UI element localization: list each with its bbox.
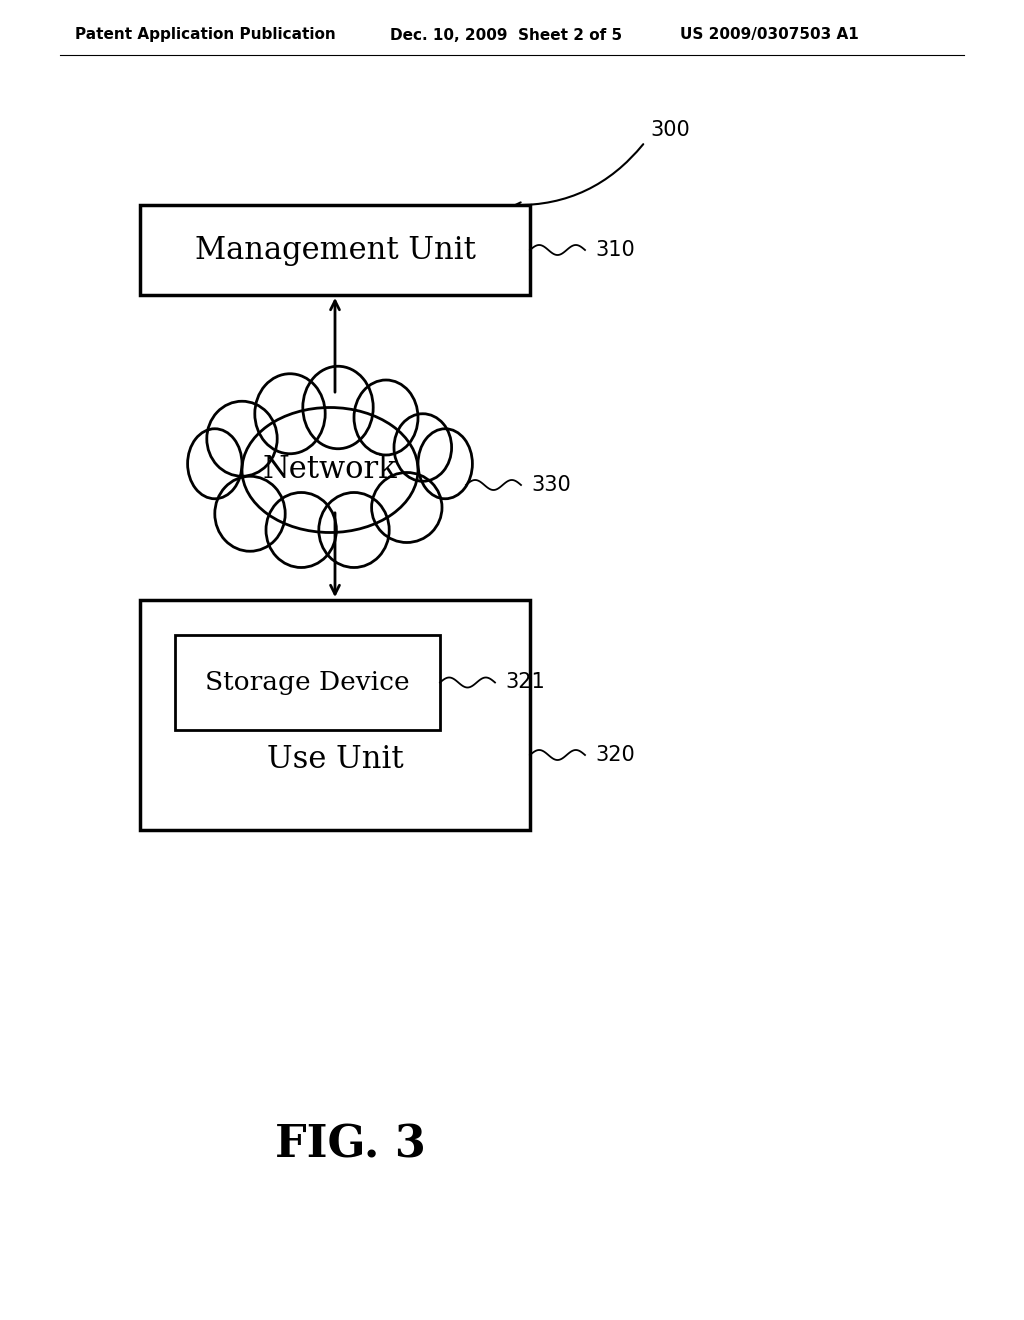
Ellipse shape: [394, 413, 452, 482]
Text: Dec. 10, 2009  Sheet 2 of 5: Dec. 10, 2009 Sheet 2 of 5: [390, 28, 623, 42]
Ellipse shape: [215, 477, 286, 552]
Ellipse shape: [266, 492, 337, 568]
Text: Patent Application Publication: Patent Application Publication: [75, 28, 336, 42]
Ellipse shape: [207, 401, 278, 477]
Ellipse shape: [255, 374, 326, 454]
Text: Network: Network: [263, 454, 397, 486]
Ellipse shape: [372, 473, 442, 543]
Ellipse shape: [418, 429, 472, 499]
Text: 300: 300: [650, 120, 690, 140]
Text: 330: 330: [531, 475, 570, 495]
Text: 310: 310: [595, 240, 635, 260]
Text: Storage Device: Storage Device: [205, 671, 410, 696]
Ellipse shape: [303, 366, 373, 449]
Ellipse shape: [318, 492, 389, 568]
Text: 320: 320: [595, 744, 635, 766]
Ellipse shape: [242, 408, 418, 532]
Bar: [175, 635, 440, 730]
Text: 321: 321: [505, 672, 545, 693]
Text: FIG. 3: FIG. 3: [274, 1123, 425, 1167]
Text: Management Unit: Management Unit: [195, 235, 475, 265]
Text: Use Unit: Use Unit: [266, 744, 403, 776]
Text: US 2009/0307503 A1: US 2009/0307503 A1: [680, 28, 859, 42]
Bar: [140, 601, 530, 830]
Ellipse shape: [187, 429, 242, 499]
Bar: [140, 205, 530, 294]
Ellipse shape: [354, 380, 418, 455]
